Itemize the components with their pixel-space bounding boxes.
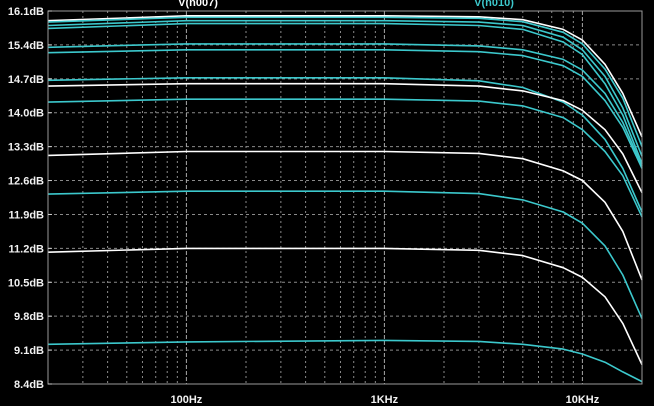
series-line-5	[47, 43, 643, 167]
series-line-7	[47, 77, 643, 213]
series-line-10	[47, 150, 643, 281]
series-group	[47, 15, 643, 383]
y-tick-label: 13.3dB	[8, 142, 44, 154]
plot-frame	[47, 10, 643, 385]
legend-entry-n007[interactable]: V(n007)	[178, 0, 218, 9]
series-line-8	[47, 82, 643, 194]
y-axis-ticks: 16.1dB 15.4dB 14.7dB 14.0dB 13.3dB 12.6dB 11.9…	[8, 6, 52, 391]
x-tick-label: 100Hz	[170, 394, 202, 406]
series-line-13	[47, 339, 643, 383]
y-tick-label: 10.5dB	[8, 277, 44, 289]
series-line-3	[47, 19, 643, 157]
y-tick-label: 8.4dB	[14, 379, 44, 391]
y-tick-label: 14.0dB	[8, 108, 44, 120]
x-tick-label: 1KHz	[371, 394, 399, 406]
y-tick-label: 11.2dB	[9, 243, 45, 255]
x-axis-ticks: 100Hz 1KHz 10KHz	[170, 394, 599, 406]
series-line-9	[47, 98, 643, 218]
legend-entry-n010[interactable]: V(n010)	[474, 0, 514, 9]
series-line-6	[47, 49, 643, 169]
y-tick-label: 9.1dB	[14, 345, 44, 357]
y-tick-label: 9.8dB	[14, 311, 44, 323]
y-tick-label: 15.4dB	[8, 40, 44, 52]
y-tick-label: 11.9dB	[9, 209, 45, 221]
y-tick-label: 14.7dB	[8, 74, 44, 86]
x-tick-label: 10KHz	[566, 394, 600, 406]
series-line-11	[47, 190, 643, 319]
series-line-2	[47, 16, 643, 147]
y-tick-label: 16.1dB	[8, 6, 44, 18]
y-tick-label: 12.6dB	[8, 176, 44, 188]
series-line-4	[47, 22, 643, 164]
series-line-1	[47, 15, 643, 138]
series-line-12	[47, 247, 643, 365]
